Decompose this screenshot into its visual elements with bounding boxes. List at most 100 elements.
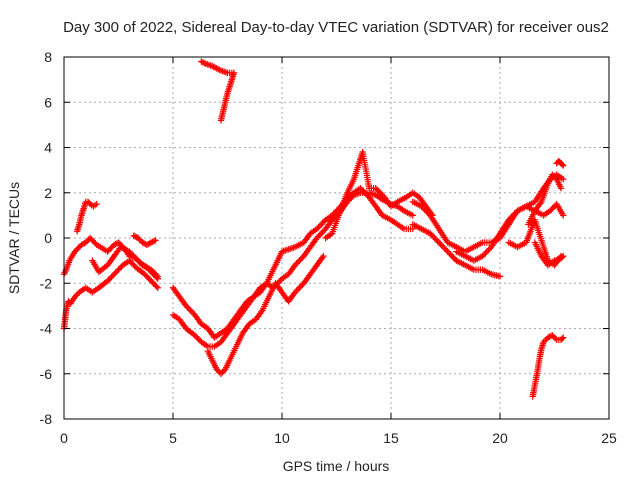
data-point [435, 239, 443, 246]
data-point [219, 369, 226, 376]
data-point [184, 304, 191, 311]
data-point [71, 293, 79, 301]
data-point [486, 245, 494, 252]
data-point [213, 366, 220, 373]
data-point [258, 308, 265, 316]
data-point [560, 175, 567, 183]
data-point [209, 62, 216, 70]
data-point [448, 252, 456, 260]
series-track-e [130, 232, 159, 248]
data-point [110, 241, 118, 248]
data-point [291, 261, 299, 269]
data-point [109, 272, 117, 279]
y-tick-label: 8 [44, 49, 52, 65]
data-point [540, 338, 547, 346]
data-point [91, 201, 99, 209]
data-point [483, 248, 491, 255]
data-point [293, 287, 300, 294]
data-point [549, 332, 556, 339]
data-point [372, 185, 379, 192]
data-point [145, 240, 152, 248]
data-point [313, 234, 321, 242]
y-tick-label: -2 [40, 275, 53, 291]
data-point [318, 221, 325, 228]
series-track-j [204, 252, 327, 377]
x-tick-label: 5 [169, 430, 177, 446]
data-point [378, 191, 385, 198]
data-point [438, 242, 446, 249]
data-point [537, 200, 544, 207]
y-tick-labels: 8 6 4 2 0 -2 -4 -6 -8 [40, 49, 53, 427]
data-point [330, 215, 337, 222]
data-point [132, 233, 139, 240]
data-point [297, 283, 305, 290]
data-point [79, 240, 87, 248]
data-point [316, 231, 323, 239]
data-point [116, 264, 124, 272]
data-point [431, 234, 438, 242]
data-point [318, 230, 325, 237]
data-point [213, 65, 220, 72]
data-point [294, 286, 302, 293]
data-point [198, 58, 205, 65]
data-point [422, 207, 430, 215]
data-point [188, 308, 196, 316]
data-point [360, 188, 367, 195]
data-point [139, 239, 146, 246]
data-point [506, 215, 514, 222]
data-point [201, 59, 208, 67]
data-point [419, 204, 427, 212]
data-point [544, 334, 552, 341]
series-track-f [198, 58, 236, 77]
data-point [496, 273, 504, 280]
data-point [152, 237, 159, 244]
y-tick-label: 0 [44, 230, 52, 246]
data-point [424, 209, 431, 216]
data-point [421, 206, 428, 213]
data-point [319, 254, 326, 261]
data-point [149, 238, 156, 245]
data-point [437, 240, 444, 248]
data-point [505, 216, 512, 224]
data-point [358, 186, 366, 193]
data-point [485, 246, 492, 254]
data-point [112, 269, 119, 276]
data-point [550, 172, 557, 180]
data-point [296, 284, 303, 291]
data-point [550, 333, 557, 340]
data-point [153, 283, 160, 290]
data-point [541, 337, 549, 344]
data-point [154, 273, 161, 280]
data-point [211, 64, 219, 71]
data-point [62, 267, 69, 275]
y-tick-label: 6 [44, 94, 52, 110]
data-point [148, 239, 155, 246]
data-point [293, 260, 300, 267]
data-point [375, 188, 382, 195]
y-tick-label: -6 [40, 366, 53, 382]
series-track-s [531, 239, 567, 269]
series-track-g [217, 69, 238, 124]
x-tick-label: 20 [492, 430, 508, 446]
x-tick-label: 10 [274, 430, 290, 446]
data-point [320, 252, 327, 260]
series-track-b [60, 257, 161, 332]
data-point [110, 271, 118, 278]
data-point [509, 212, 517, 219]
x-axis-label: GPS time / hours [283, 458, 390, 474]
data-point [549, 171, 556, 178]
data-point [73, 292, 80, 299]
series-track-c [89, 243, 161, 280]
data-point [558, 254, 566, 261]
x-tick-label: 25 [601, 430, 617, 446]
series-track-n [453, 200, 567, 264]
data-point [560, 252, 567, 260]
data-point [113, 267, 121, 275]
data-point [182, 302, 190, 310]
x-tick-label: 0 [60, 430, 68, 446]
y-axis-label: SDTVAR / TECUs [6, 182, 22, 294]
data-point [479, 252, 486, 260]
data-point [210, 63, 217, 71]
data-point [113, 240, 121, 247]
